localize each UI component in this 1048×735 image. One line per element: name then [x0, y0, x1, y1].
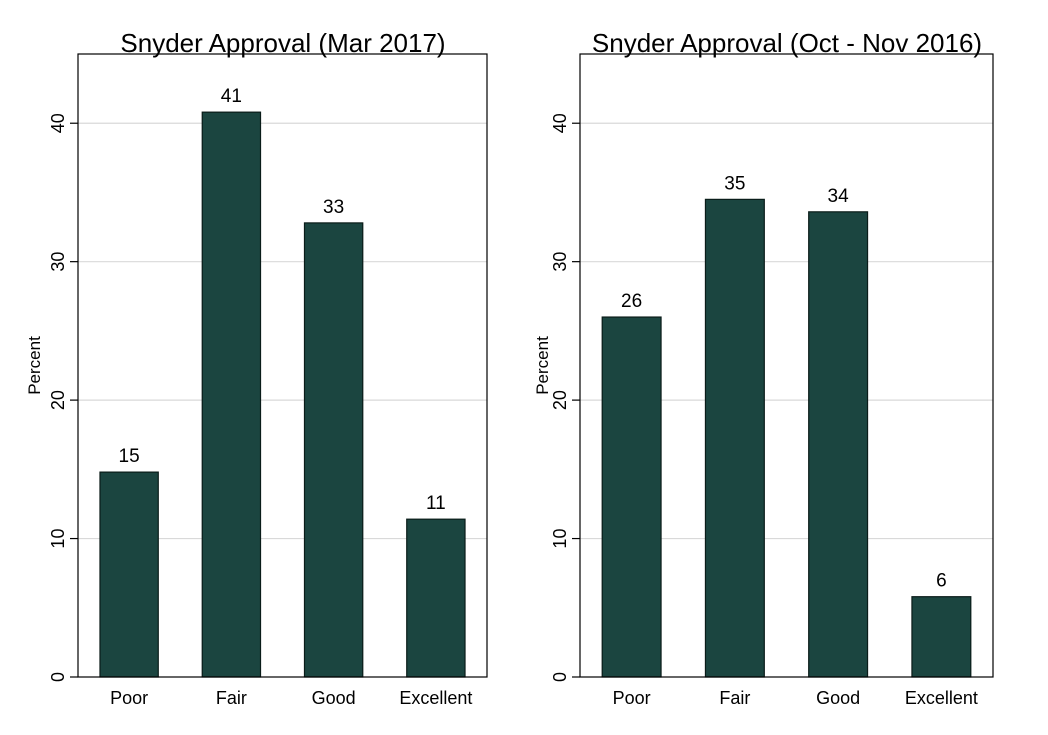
bar	[808, 211, 869, 678]
y-tick-label: 0	[550, 672, 570, 682]
y-tick-label: 20	[550, 390, 570, 410]
data-label: 15	[119, 446, 140, 467]
y-tick-label: 40	[48, 113, 68, 133]
y-tick-label: 10	[48, 529, 68, 549]
y-tick-label: 0	[48, 672, 68, 682]
data-label: 41	[221, 86, 242, 107]
data-label: 26	[621, 291, 642, 312]
x-tick-label: Excellent	[399, 688, 472, 708]
data-label: 11	[426, 493, 446, 514]
y-tick-label: 10	[550, 529, 570, 549]
y-tick-label: 20	[48, 390, 68, 410]
x-tick-label: Excellent	[905, 688, 978, 708]
x-tick-label: Fair	[216, 688, 247, 708]
x-tick-label: Poor	[613, 688, 651, 708]
y-tick-label: 30	[48, 252, 68, 272]
x-tick-label: Poor	[110, 688, 148, 708]
y-tick-label: 40	[550, 113, 570, 133]
chart-title: Snyder Approval (Oct - Nov 2016)	[592, 28, 982, 58]
data-label: 34	[828, 186, 850, 207]
bar	[99, 471, 159, 678]
y-tick-label: 30	[550, 252, 570, 272]
x-tick-label: Good	[816, 688, 860, 708]
bar	[704, 198, 765, 678]
data-label: 6	[936, 571, 947, 592]
data-label: 35	[724, 173, 745, 194]
x-tick-label: Fair	[719, 688, 750, 708]
chart-panel-mar-2017: 15 Poor 41 Fair 33 Good 11 Excellent 0 10 20 30 40 Pe…	[25, 28, 488, 708]
bar	[601, 316, 662, 678]
x-tick-label: Good	[312, 688, 356, 708]
plot-frame	[579, 53, 994, 678]
y-axis-label: Percent	[25, 336, 44, 395]
bar	[406, 518, 466, 678]
chart-panel-oct-nov-2016: 26 Poor 35 Fair 34 Good 6 Excellent 0 10 20 30 40 Per…	[533, 28, 994, 708]
plot-frame	[77, 53, 488, 678]
bar	[911, 596, 972, 678]
y-axis-label: Percent	[533, 336, 552, 395]
data-label: 33	[323, 197, 344, 218]
chart-title: Snyder Approval (Mar 2017)	[120, 28, 445, 58]
bar	[201, 111, 262, 678]
bar	[303, 222, 364, 678]
